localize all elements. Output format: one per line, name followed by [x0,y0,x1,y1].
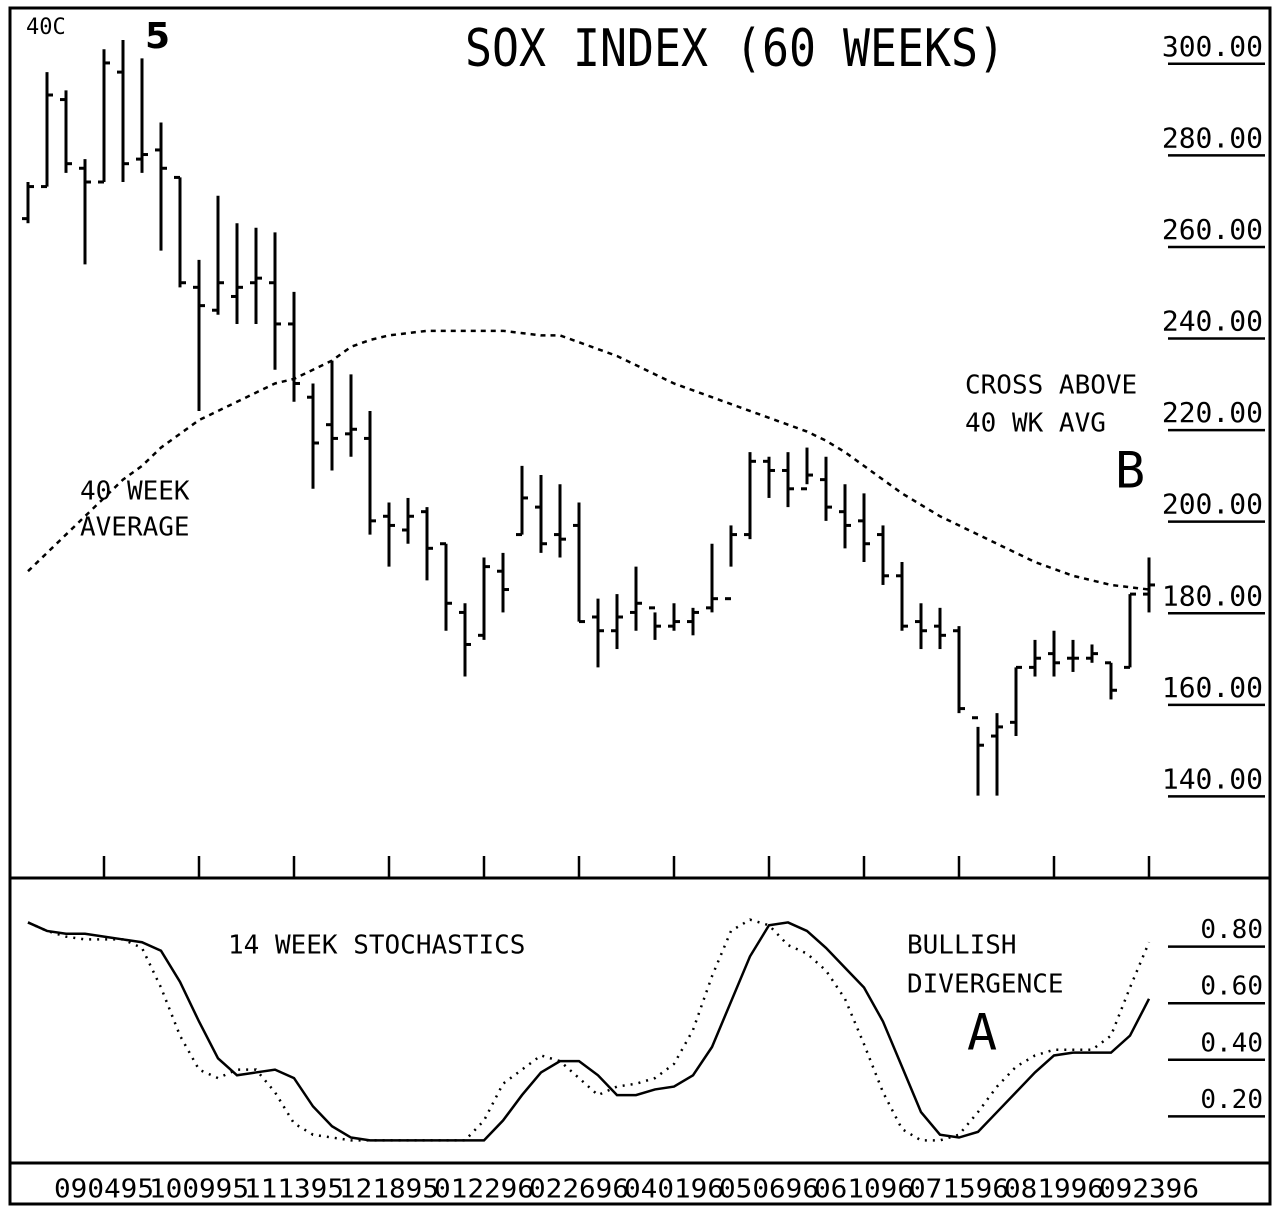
x-tick-label: 090495 [54,1175,154,1205]
y-tick-label: 240.00 [1162,305,1263,338]
x-tick-label: 092396 [1099,1175,1199,1205]
annotation: 40 WEEK [80,477,190,507]
annotation: 14 WEEK STOCHASTICS [228,931,525,961]
annotation: 40C [26,15,66,40]
x-tick-label: 111395 [244,1175,344,1205]
y-tick-label: 0.20 [1200,1085,1263,1115]
x-tick-label: 050696 [719,1175,819,1205]
y-tick-label: 0.40 [1200,1028,1263,1058]
x-tick-label: 121895 [339,1175,439,1205]
y-tick-label: 200.00 [1162,488,1263,521]
y-tick-label: 0.80 [1200,915,1263,945]
y-tick-label: 180.00 [1162,579,1263,612]
annotation: 5 [145,16,170,57]
y-tick-label: 140.00 [1162,762,1263,795]
x-tick-label: 071596 [909,1175,1009,1205]
y-tick-label: 160.00 [1162,671,1263,704]
line-series [27,921,1151,1142]
chart-title: SOX INDEX (60 WEEKS) [465,19,1005,79]
annotation: BULLISH [907,931,1017,961]
annotation: A [967,1004,997,1062]
x-tick-label: 081996 [1004,1175,1104,1205]
x-tick-label: 100995 [149,1175,249,1205]
y-tick-label: 280.00 [1162,121,1263,154]
frame [8,6,1272,1206]
annotation: AVERAGE [80,513,190,543]
x-tick-label: 022696 [529,1175,629,1205]
line-series [27,918,1151,1142]
y-tick-label: 260.00 [1162,213,1263,246]
x-tick-label: 061096 [814,1175,914,1205]
y-tick-label: 220.00 [1162,396,1263,429]
annotation: CROSS ABOVE [965,371,1137,401]
annotation: 40 WK AVG [965,409,1106,439]
y-tick-label: 0.60 [1200,972,1263,1002]
x-tick-label: 040196 [624,1175,724,1205]
annotation: B [1115,442,1145,500]
annotation: DIVERGENCE [907,970,1064,1000]
y-tick-label: 300.00 [1162,30,1263,63]
x-tick-label: 012296 [434,1175,534,1205]
